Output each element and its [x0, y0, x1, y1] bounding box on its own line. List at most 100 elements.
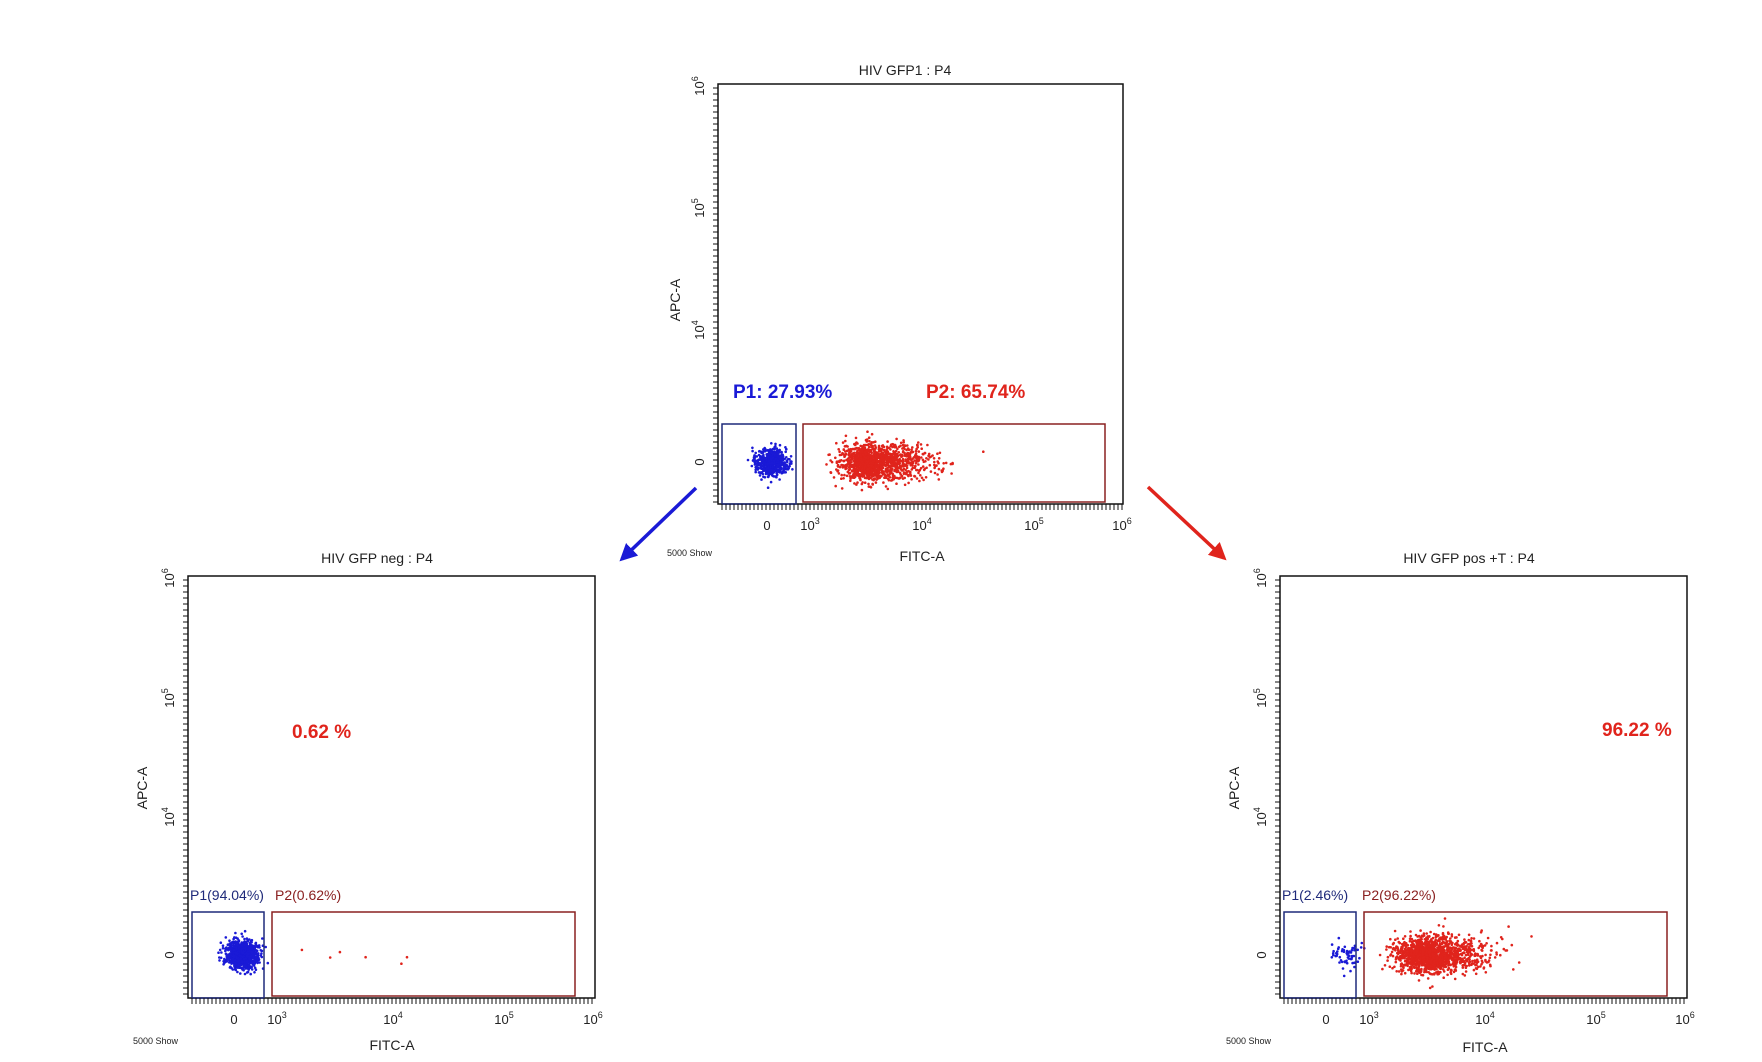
scatter-point-p2 [909, 474, 913, 477]
scatter-points-right [1330, 917, 1533, 990]
scatter-point-p1 [1330, 956, 1334, 959]
scatter-point-p1 [760, 457, 764, 461]
scatter-point-p2 [1436, 947, 1439, 951]
scatter-point-p2 [855, 469, 858, 472]
scatter-point-p2 [942, 467, 945, 471]
scatter-point-p2 [901, 460, 905, 464]
gate-label-p2-left: P2(0.62%) [275, 887, 341, 903]
scatter-point-p2 [1489, 953, 1492, 957]
scatter-point-p2 [1406, 947, 1409, 951]
scatter-point-p2 [860, 488, 864, 492]
scatter-point-p2 [920, 456, 923, 459]
scatter-point-p1 [787, 457, 790, 461]
scatter-point-p2 [902, 467, 906, 471]
scatter-point-p2 [1417, 963, 1421, 967]
y-tick-label: 104 [690, 320, 707, 339]
scatter-point-p2 [924, 460, 927, 463]
scatter-point-p2 [859, 454, 863, 458]
scatter-point-p2 [919, 443, 923, 446]
scatter-point-p2 [1400, 949, 1404, 953]
scatter-point-p2 [840, 473, 843, 477]
scatter-point-p1 [259, 949, 263, 952]
scatter-point-p1 [764, 462, 767, 466]
scatter-point-p2 [1479, 955, 1482, 958]
scatter-point-p2 [1421, 948, 1424, 951]
scatter-point-p2 [869, 443, 873, 447]
scatter-point-p2 [1444, 937, 1447, 941]
x-tick-label: 0 [763, 518, 770, 533]
scatter-point-p2 [1465, 964, 1468, 968]
scatter-point-p2 [874, 481, 878, 484]
scatter-point-p2 [1437, 924, 1441, 927]
scatter-point-p2 [1416, 957, 1419, 960]
scatter-point-p2 [857, 467, 861, 471]
scatter-point-p1 [1345, 961, 1349, 965]
scatter-point-p2 [1393, 965, 1396, 969]
x-tick-label: 104 [912, 516, 931, 533]
scatter-point-p2 [1432, 932, 1436, 936]
scatter-point-p2 [870, 464, 874, 468]
scatter-point-p2 [876, 452, 880, 456]
scatter-point-p2 [848, 466, 851, 470]
scatter-point-p2 [1478, 944, 1482, 948]
scatter-point-p2 [1438, 960, 1442, 964]
scatter-point-p2 [1463, 938, 1466, 941]
scatter-point-p2 [1409, 949, 1413, 952]
scatter-point-p2 [1489, 964, 1492, 968]
scatter-point-p2 [865, 438, 869, 441]
scatter-point-p2 [1415, 946, 1419, 949]
scatter-point-p2 [874, 462, 877, 466]
scatter-point-p2 [905, 466, 909, 470]
scatter-point-p1 [759, 464, 763, 468]
scatter-point-p2 [1517, 961, 1521, 964]
scatter-point-p1 [774, 457, 777, 461]
scatter-point-p2 [883, 450, 887, 453]
scatter-point-p2 [1484, 960, 1487, 963]
scatter-point-p2 [1453, 977, 1457, 981]
scatter-point-p2 [1437, 944, 1441, 947]
scatter-point-p2 [405, 955, 409, 959]
scatter-point-p1 [769, 457, 773, 461]
plot-title-top: HIV GFP1 : P4 [859, 62, 952, 78]
scatter-point-p2 [907, 481, 910, 485]
scatter-point-p1 [773, 450, 776, 454]
scatter-point-p2 [840, 487, 844, 490]
scatter-point-p2 [905, 448, 908, 452]
scatter-point-p2 [883, 476, 887, 479]
scatter-point-p1 [760, 451, 763, 455]
scatter-point-p2 [867, 464, 871, 468]
scatter-point-p2 [863, 467, 866, 471]
y-tick-label: 0 [162, 951, 177, 958]
scatter-point-p2 [904, 458, 907, 461]
scatter-point-p2 [1446, 959, 1449, 962]
scatter-point-p2 [863, 481, 867, 485]
scatter-point-p1 [235, 947, 238, 951]
scatter-point-p2 [1447, 932, 1450, 935]
scatter-point-p1 [760, 478, 763, 481]
scatter-point-p2 [1418, 953, 1422, 957]
scatter-point-p2 [1463, 941, 1467, 944]
ticks-right: 0 103 104 105 106 0 104 105 106 [1252, 568, 1695, 1027]
scatter-point-p1 [254, 955, 257, 959]
scatter-point-p2 [1419, 969, 1423, 973]
x-tick-label: 104 [1475, 1010, 1494, 1027]
scatter-point-p2 [1429, 959, 1433, 963]
scatter-point-p2 [1419, 961, 1423, 964]
scatter-point-p2 [1475, 967, 1479, 971]
scatter-point-p1 [782, 467, 786, 471]
scatter-point-p2 [1450, 949, 1453, 953]
scatter-point-p2 [860, 469, 863, 472]
scatter-point-p1 [769, 480, 773, 484]
scatter-point-p1 [771, 456, 775, 459]
scatter-point-p2 [877, 471, 881, 474]
arrow-to-left [619, 486, 698, 562]
scatter-point-p2 [851, 469, 854, 472]
scatter-point-p2 [1501, 937, 1504, 941]
scatter-point-p2 [867, 436, 871, 440]
scatter-point-p2 [1426, 964, 1430, 967]
scatter-point-p1 [1340, 960, 1344, 964]
scatter-point-p1 [1338, 955, 1342, 959]
scatter-point-p2 [862, 473, 865, 477]
scatter-point-p2 [1417, 969, 1421, 972]
